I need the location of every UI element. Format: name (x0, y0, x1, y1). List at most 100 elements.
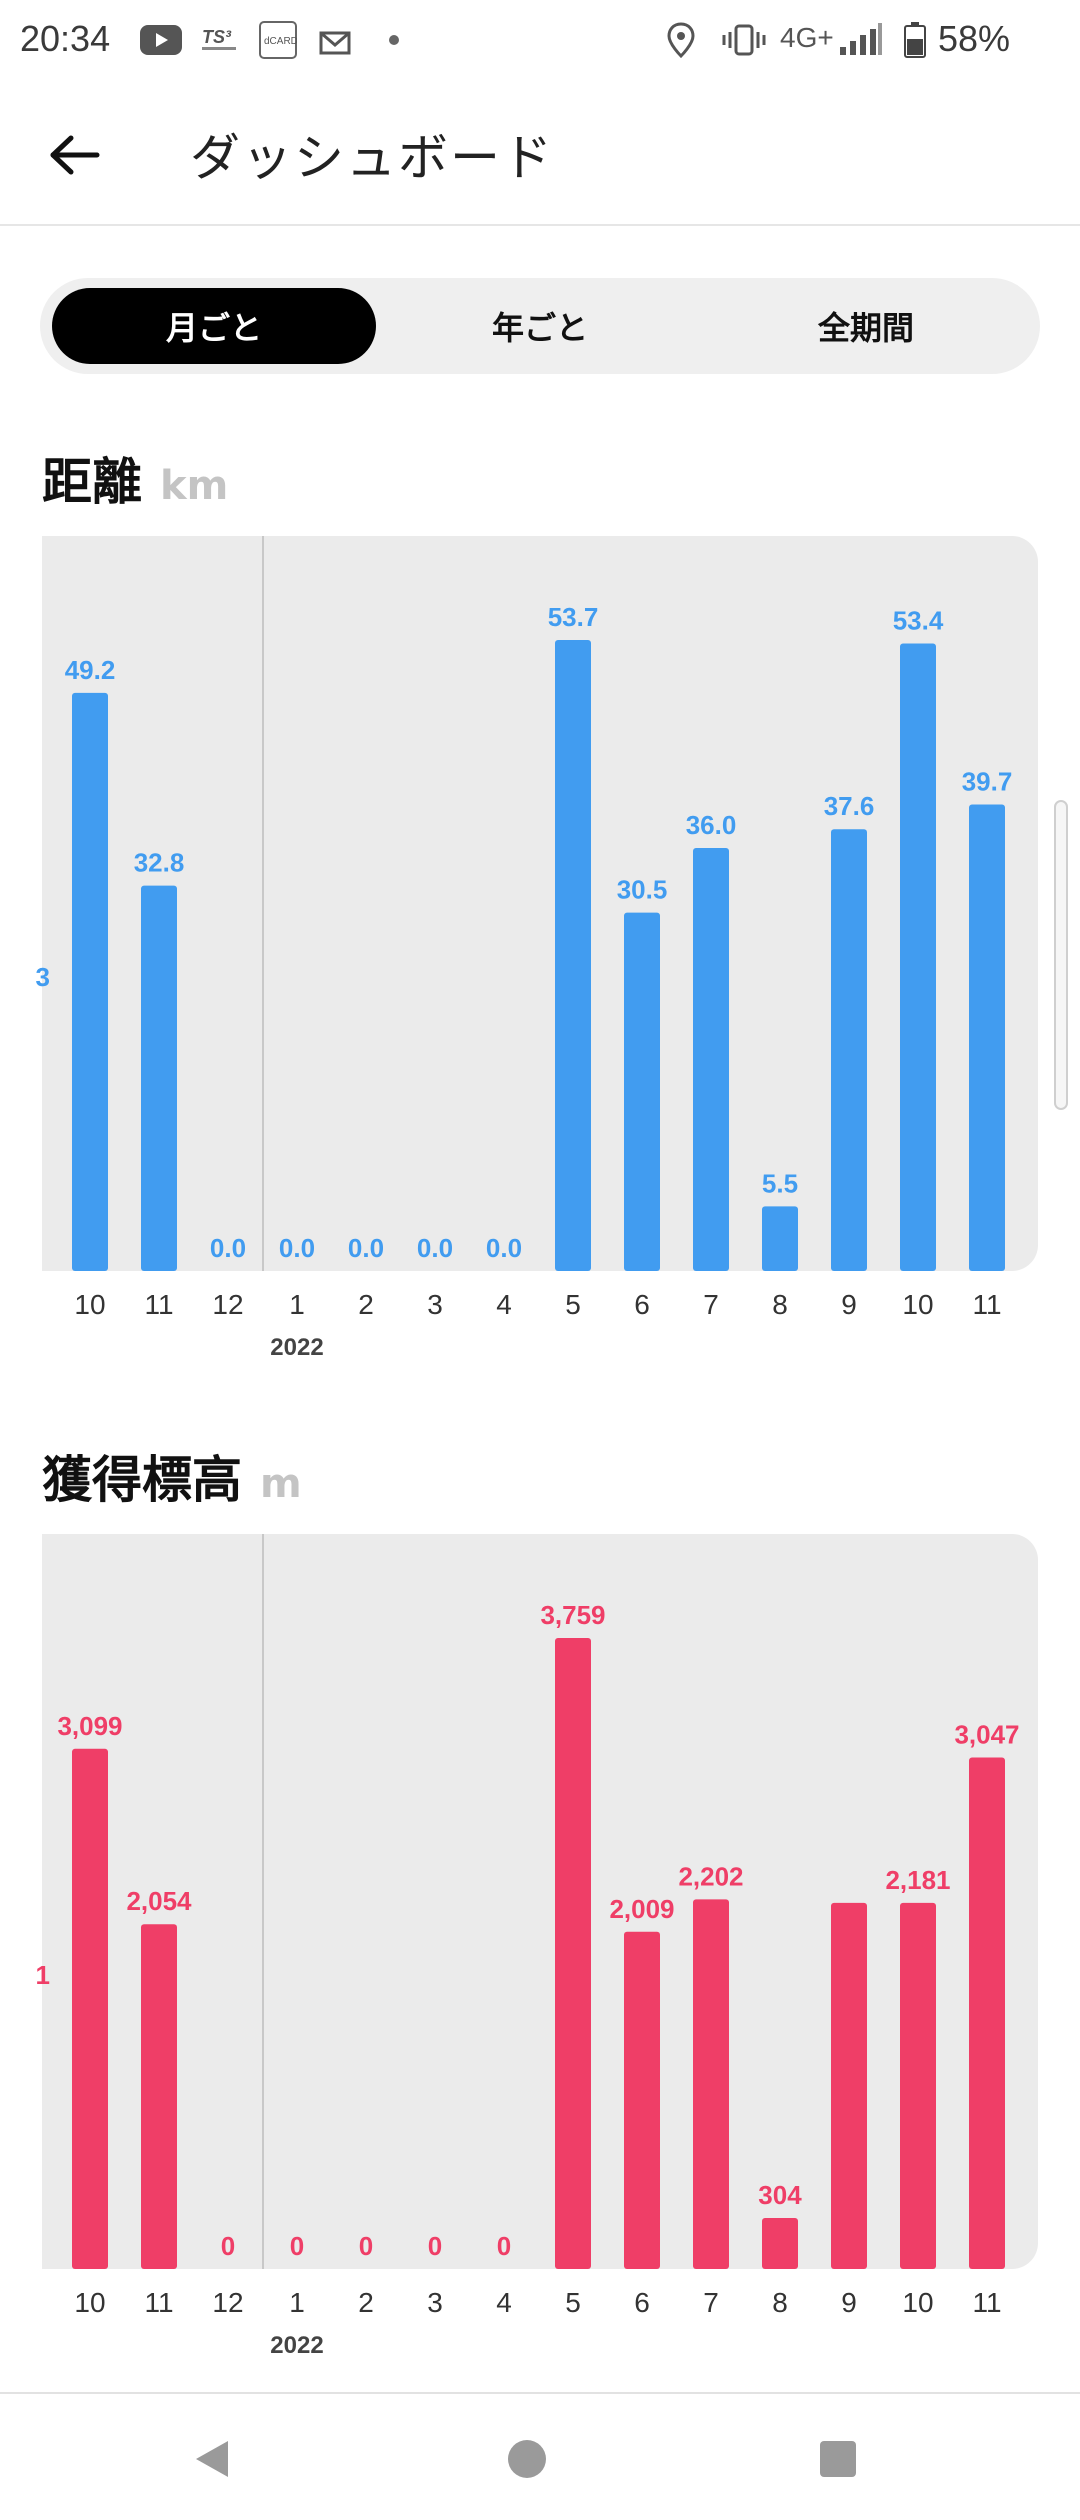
arrow-left-icon (50, 135, 100, 175)
distance-data-label: 0.0 (348, 1233, 384, 1263)
elevation-year-label: 2022 (270, 2332, 323, 2359)
elevation-data-label: 2,009 (609, 1894, 674, 1924)
system-nav-bar (0, 2392, 1080, 2520)
svg-text:TS³: TS³ (202, 27, 232, 47)
elevation-data-label: 0 (497, 2231, 511, 2261)
distance-bar (141, 885, 177, 1271)
elevation-x-tick-label: 9 (841, 2287, 857, 2318)
ts3-icon: TS³ (198, 22, 242, 58)
distance-x-tick-label: 3 (427, 1289, 443, 1320)
elevation-data-label: 3,047 (954, 1720, 1019, 1750)
elevation-data-label: 2,054 (126, 1886, 192, 1916)
battery-icon (902, 22, 928, 58)
distance-data-label: 5.5 (762, 1168, 798, 1198)
elevation-bar (762, 2217, 798, 2269)
nav-back-icon (196, 2441, 228, 2477)
elevation-bar (900, 1902, 936, 2269)
distance-chart: 349.21032.8110.0120.010.020.030.0453.753… (36, 536, 1013, 1361)
elevation-title: 獲得標高 (42, 1451, 242, 1509)
vibrate-icon (722, 22, 766, 58)
elevation-data-label: 304 (758, 2180, 802, 2210)
tab-yearly[interactable]: 年ごと (491, 309, 588, 347)
nav-home-button[interactable] (492, 2424, 562, 2494)
distance-x-tick-label: 10 (902, 1289, 933, 1320)
distance-x-tick-label: 11 (144, 1289, 173, 1320)
distance-x-tick-label: 8 (772, 1289, 788, 1320)
distance-title: 距離 (42, 453, 142, 511)
period-selector: 月ごと 年ごと 全期間 (40, 278, 1040, 374)
distance-x-tick-label: 10 (74, 1289, 105, 1320)
elevation-data-label: 0 (290, 2231, 304, 2261)
nav-recents-button[interactable] (803, 2424, 873, 2494)
tab-all-time[interactable]: 全期間 (817, 309, 914, 347)
elevation-x-tick-label: 7 (703, 2287, 719, 2318)
distance-data-label: 0.0 (279, 1233, 315, 1263)
distance-year-label: 2022 (270, 1334, 323, 1361)
elevation-data-label: 3,099 (57, 1711, 122, 1741)
elevation-data-label: 3,759 (540, 1600, 605, 1630)
battery-percent: 58% (938, 18, 1011, 59)
distance-x-tick-label: 5 (565, 1289, 581, 1320)
elevation-x-tick-label: 5 (565, 2287, 581, 2318)
distance-data-label: 0.0 (417, 1233, 453, 1263)
distance-data-label: 53.7 (548, 602, 599, 632)
svg-text:dCARD: dCARD (264, 36, 297, 47)
signal-icon (838, 22, 884, 58)
mail-icon (318, 22, 352, 58)
elevation-x-tick-label: 10 (902, 2287, 933, 2318)
elevation-data-label: 2,181 (885, 1865, 950, 1895)
dcard-icon: dCARD (258, 21, 298, 59)
tab-monthly[interactable]: 月ごと (52, 288, 376, 364)
distance-data-label: 39.7 (962, 767, 1013, 797)
distance-bar (762, 1206, 798, 1271)
elevation-partial-data-label: 1 (36, 1960, 50, 1990)
page-title: ダッシュボード (190, 129, 554, 187)
nav-home-icon (508, 2440, 546, 2478)
elevation-x-tick-label: 8 (772, 2287, 788, 2318)
network-type: 4G+ (780, 22, 834, 53)
location-icon (664, 22, 698, 58)
back-button[interactable] (40, 120, 110, 190)
elevation-x-tick-label: 3 (427, 2287, 443, 2318)
nav-back-button[interactable] (177, 2424, 247, 2494)
status-bar: 20:34 TS³ dCARD 4G+ 58% (0, 0, 1080, 84)
youtube-icon (140, 22, 182, 58)
distance-x-tick-label: 1 (289, 1289, 305, 1320)
elevation-data-label: 0 (428, 2231, 442, 2261)
elevation-x-tick-label: 10 (74, 2287, 105, 2318)
app-bar: ダッシュボード (0, 84, 1080, 226)
distance-chart-panel[interactable] (42, 536, 1038, 1271)
elevation-bar (555, 1638, 591, 2269)
distance-unit: km (160, 463, 229, 509)
distance-bar (555, 640, 591, 1271)
elevation-bar (624, 1931, 660, 2269)
elevation-x-tick-label: 2 (358, 2287, 374, 2318)
scrollbar[interactable] (1054, 800, 1068, 1110)
distance-x-tick-label: 2 (358, 1289, 374, 1320)
distance-x-tick-label: 9 (841, 1289, 857, 1320)
elevation-bar (141, 1924, 177, 2269)
distance-bar (900, 643, 936, 1271)
elevation-x-tick-label: 4 (496, 2287, 512, 2318)
elevation-bar (969, 1757, 1005, 2269)
elevation-data-label: 0 (359, 2231, 373, 2261)
elevation-data-label: 0 (221, 2231, 235, 2261)
elevation-bar (72, 1748, 108, 2269)
distance-data-label: 36.0 (686, 810, 737, 840)
distance-bar (624, 912, 660, 1271)
distance-bar (693, 848, 729, 1271)
distance-bar (72, 692, 108, 1271)
elevation-section-title: 獲得標高 m (42, 1440, 302, 1512)
status-time: 20:34 (20, 18, 111, 59)
distance-section-title: 距離 km (42, 442, 228, 514)
elevation-data-label: 2,202 (678, 1861, 743, 1891)
elevation-x-tick-label: 12 (212, 2287, 243, 2318)
dot-icon (384, 22, 404, 58)
distance-data-label: 30.5 (617, 875, 668, 905)
elevation-x-tick-label: 11 (144, 2287, 173, 2318)
elevation-chart-panel[interactable] (42, 1534, 1038, 2269)
distance-data-label: 0.0 (486, 1233, 522, 1263)
elevation-x-tick-label: 1 (289, 2287, 305, 2318)
distance-partial-data-label: 3 (36, 962, 50, 992)
distance-x-tick-label: 6 (634, 1289, 650, 1320)
